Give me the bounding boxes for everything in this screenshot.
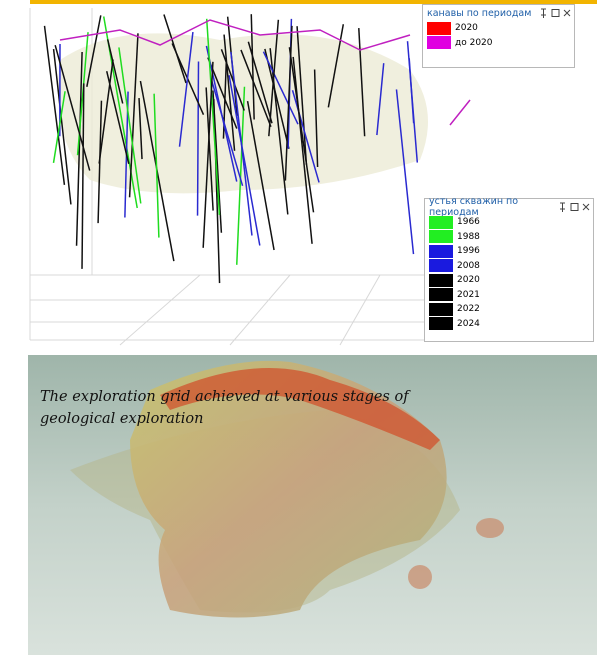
well (138, 98, 143, 160)
well (291, 90, 320, 183)
well (376, 63, 385, 136)
well (213, 99, 221, 284)
well (262, 51, 299, 125)
legend-label: 1996 (457, 246, 480, 257)
legend-item: 1966 (425, 215, 593, 230)
panel-title: устья скважин по периодам (429, 196, 519, 218)
well (105, 71, 130, 164)
legend-swatch (429, 288, 453, 302)
well (52, 91, 66, 164)
legend-item: до 2020 (423, 36, 574, 51)
top-bar (30, 0, 597, 4)
well (250, 14, 255, 120)
well (205, 18, 221, 216)
ore-fragment (408, 565, 432, 589)
legend-label: 1988 (457, 231, 480, 242)
well (153, 93, 160, 238)
ore-top (160, 368, 440, 450)
well (264, 48, 290, 149)
well (210, 78, 244, 186)
well (288, 47, 315, 213)
legend-label: 2020 (455, 23, 478, 34)
well (54, 45, 91, 171)
window-controls[interactable] (538, 7, 574, 19)
legend-swatch (427, 21, 451, 35)
legend-swatch (429, 244, 453, 258)
well (202, 61, 214, 248)
caption: The exploration grid achieved at various… (40, 389, 409, 427)
legend-swatch (429, 230, 453, 244)
well (230, 51, 253, 236)
panel-header: канавы по периодам (423, 5, 574, 21)
legend-panel[interactable]: устья скважин по периодам 1966 1988 1996 200… (424, 196, 594, 342)
grid (29, 8, 430, 346)
legend-swatch (429, 273, 453, 287)
legend-label: 2020 (457, 275, 480, 286)
legend-item: 2020 (425, 273, 593, 288)
well (205, 87, 214, 211)
well (118, 47, 142, 204)
well (178, 32, 194, 147)
well (52, 49, 72, 205)
well (313, 69, 319, 168)
legend-item: 2008 (425, 259, 593, 274)
window-controls[interactable] (557, 201, 593, 213)
legend-label: 2022 (457, 304, 480, 315)
well (75, 51, 83, 246)
well (296, 26, 308, 165)
legend-item: 2021 (425, 288, 593, 303)
legend-swatch (429, 215, 453, 229)
well (106, 39, 124, 104)
panel-header: устья скважин по периодам (425, 196, 593, 218)
legend-item: 2024 (425, 317, 593, 332)
well (284, 25, 293, 181)
ore-fragment (476, 518, 504, 538)
panel-title: канавы по периодам (427, 7, 532, 19)
well (228, 75, 261, 246)
well (327, 24, 345, 108)
well (268, 19, 280, 137)
legend-label: до 2020 (455, 37, 493, 48)
well (81, 83, 85, 269)
well (196, 61, 200, 216)
well (163, 14, 187, 84)
ore-model (130, 360, 447, 618)
wells (43, 14, 471, 284)
well (223, 34, 236, 151)
legend-label: 2021 (457, 289, 480, 300)
well (246, 100, 275, 251)
well (98, 59, 114, 164)
well (220, 49, 245, 111)
legend-label: 1966 (457, 217, 480, 228)
legend-item: 1988 (425, 230, 593, 245)
legend-swatch (427, 36, 451, 50)
well (205, 45, 238, 182)
well (236, 86, 246, 265)
legend-swatch (429, 302, 453, 316)
well (86, 15, 102, 87)
well (292, 56, 313, 244)
well (358, 28, 366, 137)
well (408, 58, 415, 124)
well (240, 49, 272, 128)
legend-item: 2022 (425, 302, 593, 317)
well (395, 89, 415, 255)
well (43, 25, 66, 185)
well (128, 33, 139, 198)
legend-label: 2024 (457, 318, 480, 329)
legend-label: 2008 (457, 260, 480, 271)
legend-item: 1996 (425, 244, 593, 259)
legend-swatch (429, 259, 453, 273)
legend-swatch (429, 317, 453, 331)
legend-item: 2020 (423, 21, 574, 36)
legend-panel[interactable]: канавы по периодам 2020 до 2020 (422, 4, 575, 68)
